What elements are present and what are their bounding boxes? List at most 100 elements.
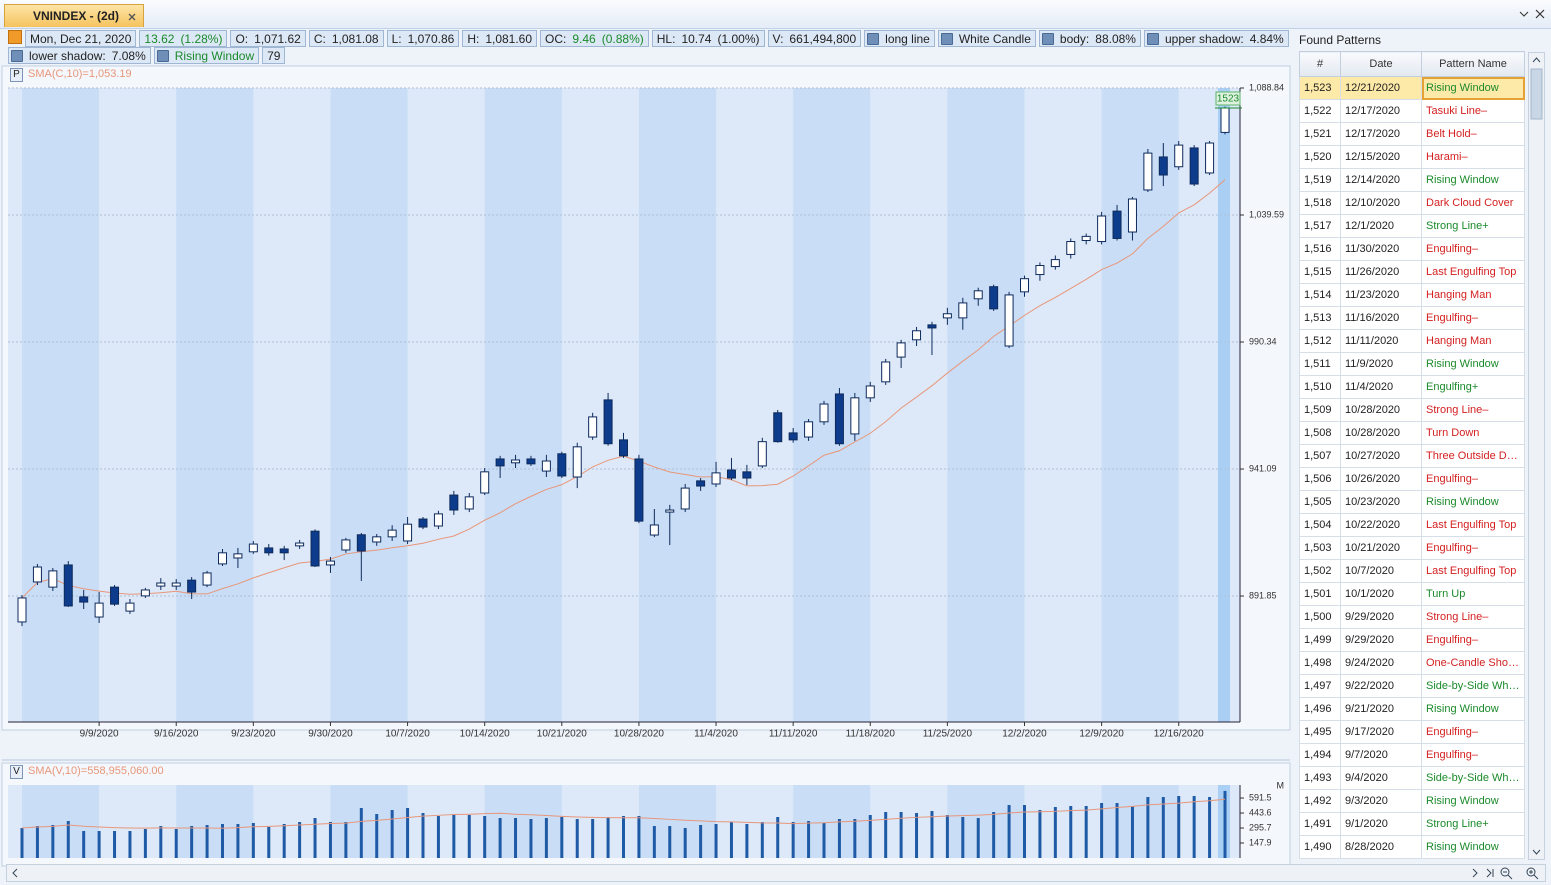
- table-row[interactable]: 1,513 11/16/2020 Engulfing–: [1299, 306, 1525, 330]
- tab-close[interactable]: [128, 13, 136, 21]
- volume-bar: [267, 827, 271, 858]
- info-item: White Candle: [937, 30, 1036, 47]
- axis-unit: M: [1277, 780, 1285, 790]
- help-icon[interactable]: [867, 32, 880, 45]
- table-row[interactable]: 1,520 12/15/2020 Harami–: [1299, 145, 1525, 169]
- table-row[interactable]: 1,514 11/23/2020 Hanging Man: [1299, 283, 1525, 307]
- table-row[interactable]: 1,516 11/30/2020 Engulfing–: [1299, 237, 1525, 261]
- candle-body: [1050, 259, 1060, 268]
- table-row[interactable]: 1,491 9/1/2020 Strong Line+: [1299, 812, 1525, 836]
- table-row[interactable]: 1,504 10/22/2020 Last Engulfing Top: [1299, 513, 1525, 537]
- info-extra: (0.88%): [601, 31, 644, 46]
- table-body: 1,523 12/21/2020 Rising Window 1,522 12/17/2…: [1299, 76, 1525, 859]
- table-row[interactable]: 1,512 11/11/2020 Hanging Man: [1299, 329, 1525, 353]
- candle-body: [619, 439, 628, 457]
- table-row[interactable]: 1,494 9/7/2020 Engulfing–: [1299, 743, 1525, 767]
- row-id: 1,519: [1299, 168, 1341, 192]
- candle-body: [156, 582, 166, 587]
- table-row[interactable]: 1,501 10/1/2020 Turn Up: [1299, 582, 1525, 606]
- table-row[interactable]: 1,511 11/9/2020 Rising Window: [1299, 352, 1525, 376]
- table-row[interactable]: 1,507 10/27/2020 Three Outside D…: [1299, 444, 1525, 468]
- tab[interactable]: VNINDEX - (2d): [4, 4, 144, 27]
- row-id: 1,509: [1299, 398, 1341, 422]
- info-item: C: 1,081.08: [308, 30, 384, 47]
- window-controls[interactable]: [1517, 8, 1547, 20]
- table-row[interactable]: 1,523 12/21/2020 Rising Window: [1299, 76, 1525, 100]
- table-row[interactable]: 1,490 8/28/2020 Rising Window: [1299, 835, 1525, 859]
- horizontal-scrollbar[interactable]: [6, 864, 1546, 882]
- info-label: C:: [313, 31, 326, 46]
- row-date: 9/24/2020: [1340, 651, 1422, 675]
- candle-body: [341, 539, 351, 551]
- info-row: Mon, Dec 21, 2020 13.62 (1.28%) O: 1,071.62 C…: [8, 30, 1292, 47]
- row-pattern: Engulfing–: [1421, 628, 1525, 652]
- table-row[interactable]: 1,502 10/7/2020 Last Engulfing Top: [1299, 559, 1525, 583]
- candle-body: [63, 564, 73, 607]
- vertical-scrollbar[interactable]: [1528, 52, 1545, 860]
- candle-body: [603, 399, 613, 445]
- candle-body: [958, 302, 968, 319]
- volume-bar: [652, 826, 656, 858]
- table-row[interactable]: 1,497 9/22/2020 Side-by-Side Wh…: [1299, 674, 1525, 698]
- candle-body: [187, 579, 197, 593]
- table-row[interactable]: 1,522 12/17/2020 Tasuki Line–: [1299, 99, 1525, 123]
- row-date: 9/29/2020: [1340, 628, 1422, 652]
- help-icon[interactable]: [156, 49, 169, 62]
- volume-bar: [313, 818, 317, 858]
- table-row[interactable]: 1,498 9/24/2020 One-Candle Sho…: [1299, 651, 1525, 675]
- row-date: 10/27/2020: [1340, 444, 1422, 468]
- info-label: H:: [467, 31, 480, 46]
- row-id: 1,500: [1299, 605, 1341, 629]
- x-tick-label: 12/16/2020: [1154, 729, 1204, 740]
- info-label: HL:: [656, 31, 676, 46]
- volume-bar: [251, 823, 255, 858]
- volume-bar: [128, 831, 132, 858]
- table-row[interactable]: 1,500 9/29/2020 Strong Line–: [1299, 605, 1525, 629]
- table-row[interactable]: 1,508 10/28/2020 Turn Down: [1299, 421, 1525, 445]
- x-tick-label: 9/9/2020: [80, 729, 119, 740]
- info-value: Mon, Dec 21, 2020: [30, 31, 132, 46]
- help-icon[interactable]: [940, 32, 953, 45]
- info-value: White Candle: [958, 31, 1031, 46]
- volume-bar: [529, 819, 533, 858]
- table-row[interactable]: 1,496 9/21/2020 Rising Window: [1299, 697, 1525, 721]
- table-row[interactable]: 1,518 12/10/2020 Dark Cloud Cover: [1299, 191, 1525, 215]
- candle-body: [572, 446, 582, 478]
- volume-bar: [421, 813, 425, 858]
- table-row[interactable]: 1,495 9/17/2020 Engulfing–: [1299, 720, 1525, 744]
- table-row[interactable]: 1,515 11/26/2020 Last Engulfing Top: [1299, 260, 1525, 284]
- row-date: 9/4/2020: [1340, 766, 1422, 790]
- info-label: O:: [235, 31, 249, 46]
- table-row[interactable]: 1,509 10/28/2020 Strong Line–: [1299, 398, 1525, 422]
- week-band: [1101, 88, 1179, 722]
- table-row[interactable]: 1,521 12/17/2020 Belt Hold–: [1299, 122, 1525, 146]
- row-pattern: Turn Down: [1421, 421, 1525, 445]
- table-row[interactable]: 1,503 10/21/2020 Engulfing–: [1299, 536, 1525, 560]
- volume-bar: [113, 831, 117, 858]
- week-band: [176, 785, 254, 858]
- volume-bar: [575, 819, 579, 858]
- help-icon[interactable]: [1041, 32, 1054, 45]
- volume-bar: [159, 826, 163, 858]
- patterns-table: # Date Pattern Name 1,523 12/21/2020 Rising W…: [1299, 51, 1525, 859]
- info-item: Mon, Dec 21, 2020: [25, 30, 137, 47]
- table-row[interactable]: 1,517 12/1/2020 Strong Line+: [1299, 214, 1525, 238]
- table-row[interactable]: 1,493 9/4/2020 Side-by-Side Wh…: [1299, 766, 1525, 790]
- help-icon[interactable]: [1146, 32, 1159, 45]
- table-row[interactable]: 1,505 10/23/2020 Rising Window: [1299, 490, 1525, 514]
- table-row[interactable]: 1,510 11/4/2020 Engulfing+: [1299, 375, 1525, 399]
- candle-body: [711, 472, 721, 485]
- candle-body: [418, 518, 428, 528]
- app-icon: [8, 30, 22, 44]
- y-tick-label: 443.6: [1249, 807, 1272, 817]
- candle-body: [634, 458, 644, 522]
- table-row[interactable]: 1,506 10/26/2020 Engulfing–: [1299, 467, 1525, 491]
- table-row[interactable]: 1,499 9/29/2020 Engulfing–: [1299, 628, 1525, 652]
- table-row[interactable]: 1,492 9/3/2020 Rising Window: [1299, 789, 1525, 813]
- row-date: 12/14/2020: [1340, 168, 1422, 192]
- help-icon[interactable]: [11, 49, 23, 62]
- volume-bar: [205, 825, 209, 858]
- candle-body: [464, 496, 474, 510]
- candle-body: [804, 421, 814, 438]
- table-row[interactable]: 1,519 12/14/2020 Rising Window: [1299, 168, 1525, 192]
